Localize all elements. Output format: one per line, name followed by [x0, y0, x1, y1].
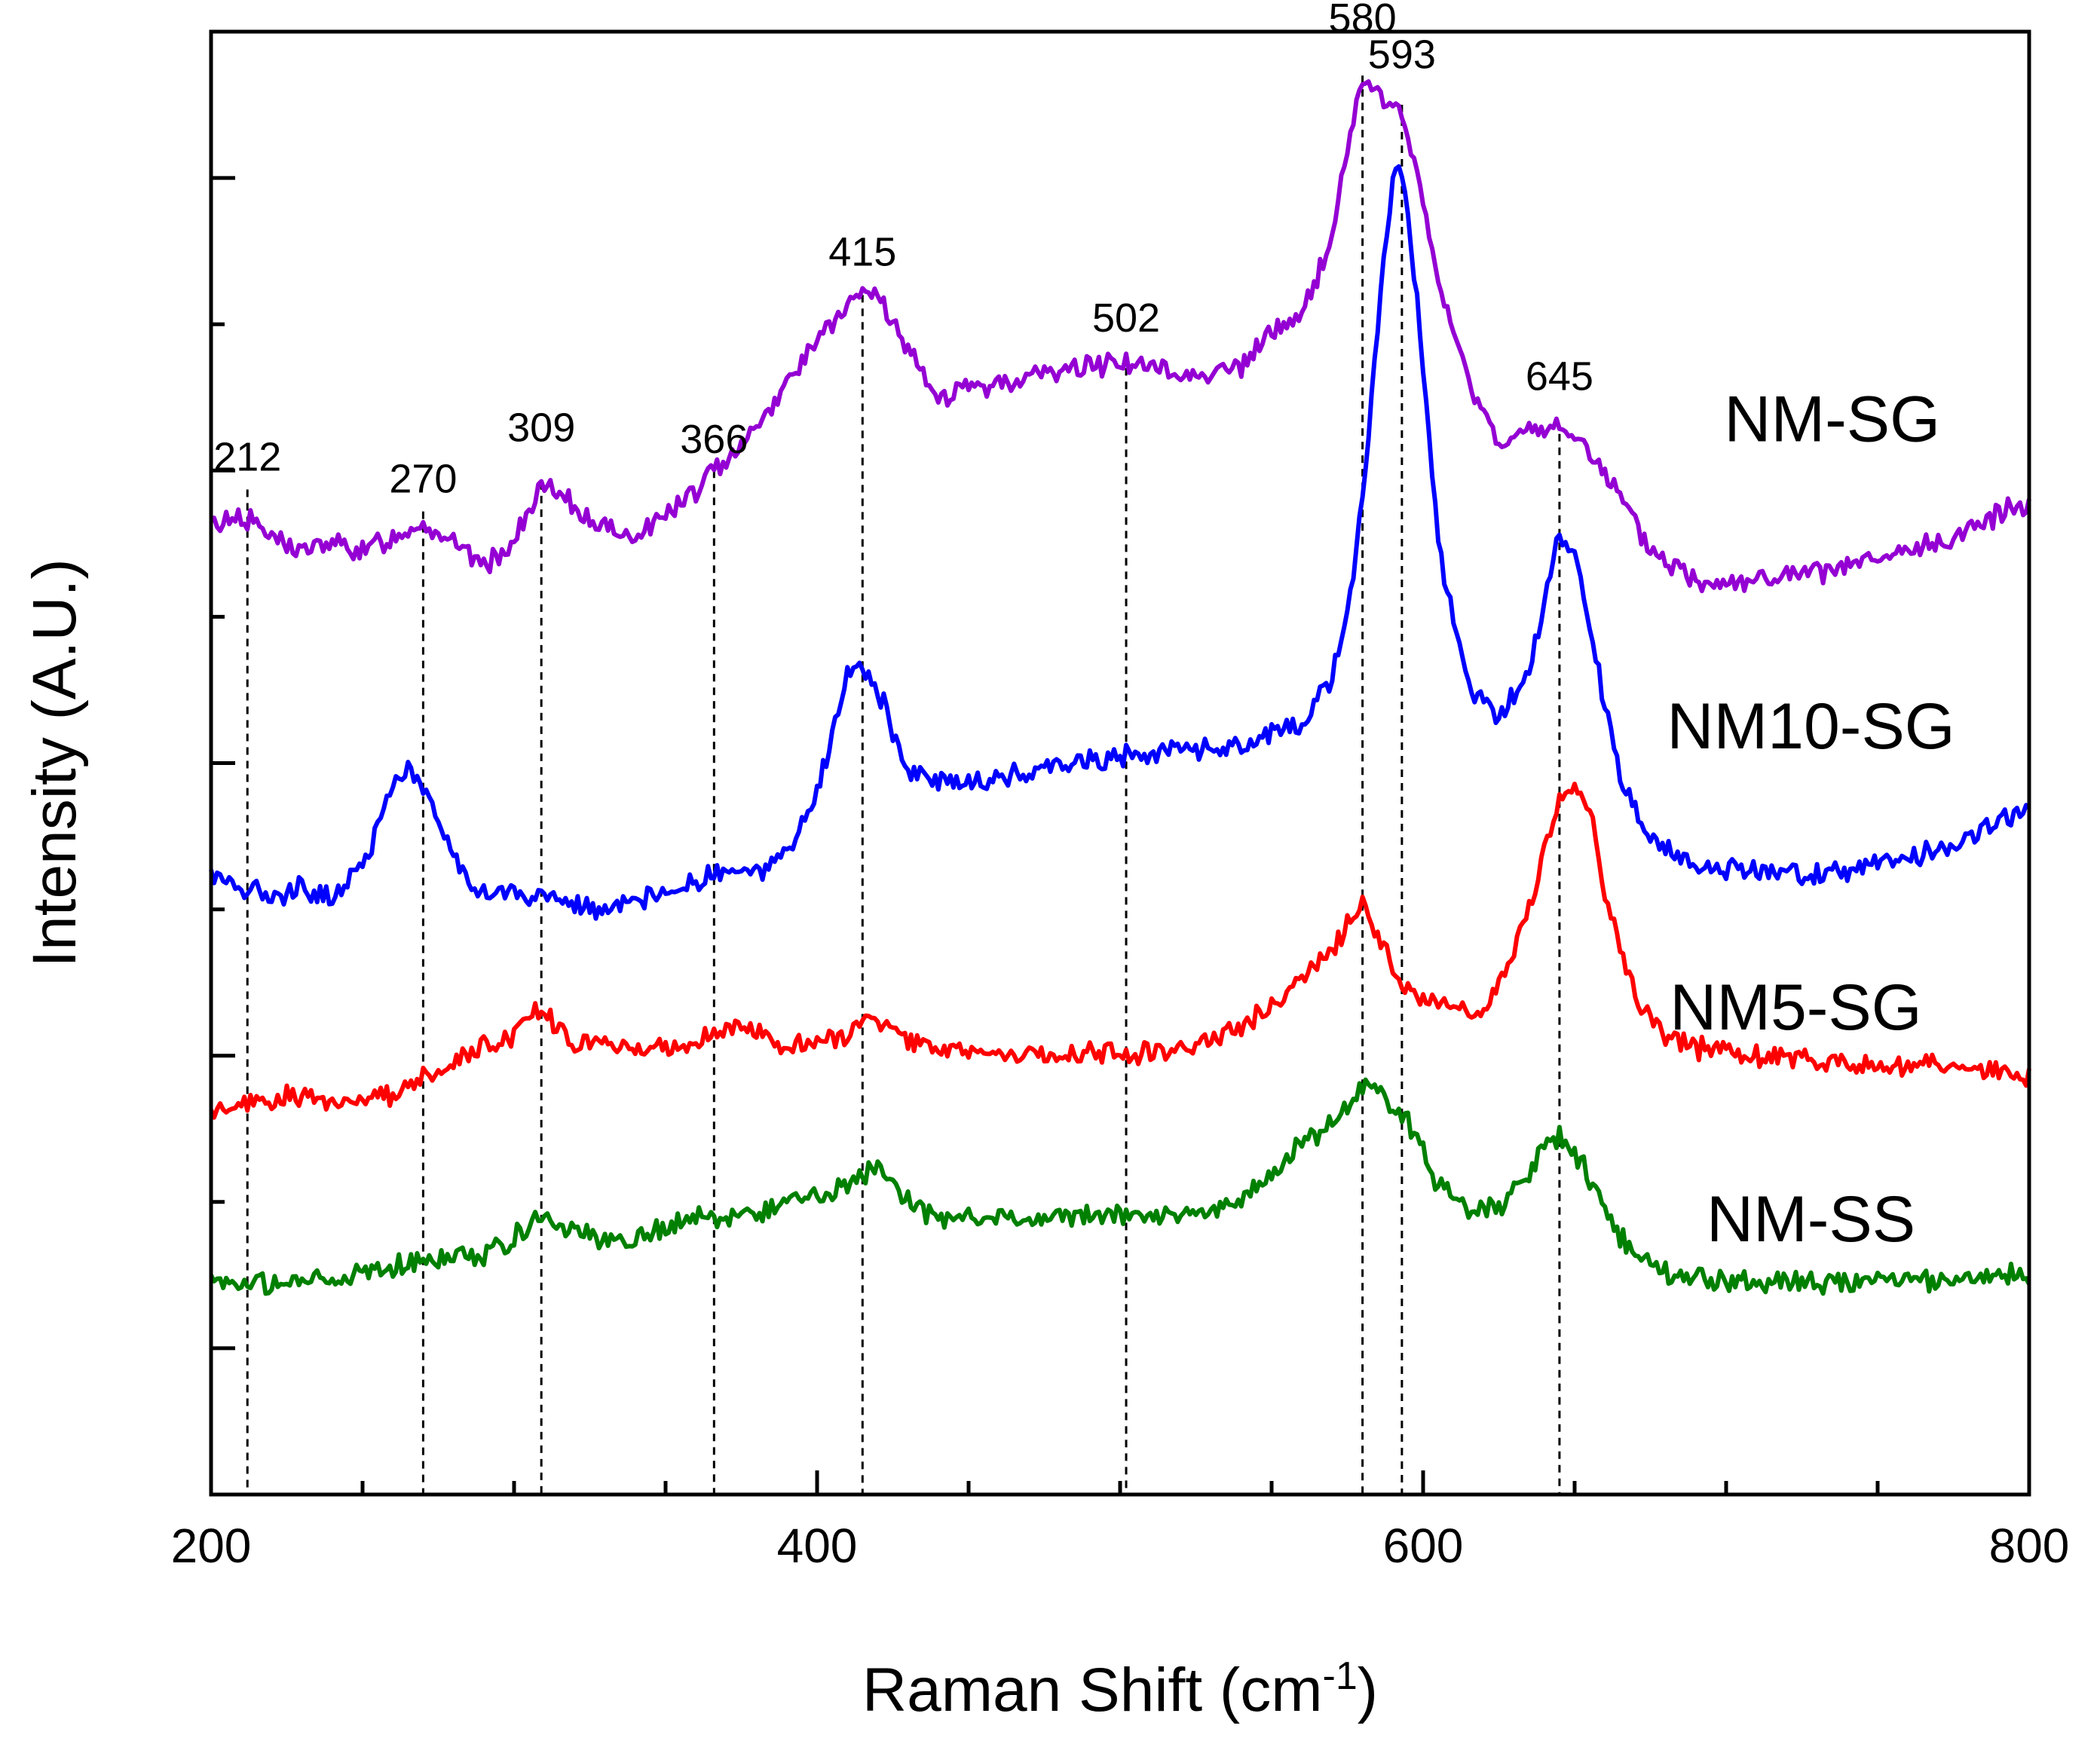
peak-label: 502: [1092, 295, 1160, 341]
x-tick-label: 600: [1383, 1519, 1464, 1573]
series-labels: NM-SG NM10-SG NM5-SG NM-SS: [1667, 383, 1955, 1256]
peak-label: 366: [680, 417, 748, 462]
series-line-nm5-sg: [209, 782, 2031, 1120]
peak-label: 212: [213, 434, 281, 479]
peak-label: 645: [1526, 354, 1593, 399]
series-line-nm-sg: [209, 79, 2031, 594]
peak-label: 580: [1329, 0, 1397, 41]
series-line-nm10-sg: [209, 164, 2031, 921]
series-lines: [209, 79, 2031, 1296]
series-label: NM10-SG: [1667, 690, 1955, 763]
series-label: NM-SG: [1724, 383, 1940, 455]
x-tick-label: 800: [1989, 1519, 2070, 1573]
x-tick-label: 400: [777, 1519, 858, 1573]
x-axis-title-close: ): [1358, 1656, 1378, 1724]
peak-guide-lines: [246, 75, 1561, 1495]
x-axis-title-main: Raman Shift (cm: [862, 1656, 1323, 1724]
x-axis-title-sup: -1: [1323, 1654, 1358, 1698]
series-label: NM-SS: [1707, 1183, 1915, 1256]
y-axis-ticks: [211, 29, 235, 1351]
y-axis-title: Intensity (A.U.): [20, 558, 89, 967]
axes: 200 400 600 800: [171, 29, 2070, 1573]
peak-label: 270: [389, 456, 457, 501]
series-label: NM5-SG: [1670, 971, 1921, 1044]
peak-label: 593: [1368, 32, 1436, 78]
x-axis-ticks: 200 400 600 800: [171, 1470, 2070, 1573]
x-tick-label: 200: [171, 1519, 252, 1573]
series-line-nm-ss: [209, 1077, 2031, 1296]
x-axis-title: Raman Shift (cm-1): [862, 1654, 1378, 1724]
peak-label: 309: [507, 405, 575, 450]
peak-label: 415: [828, 230, 896, 275]
